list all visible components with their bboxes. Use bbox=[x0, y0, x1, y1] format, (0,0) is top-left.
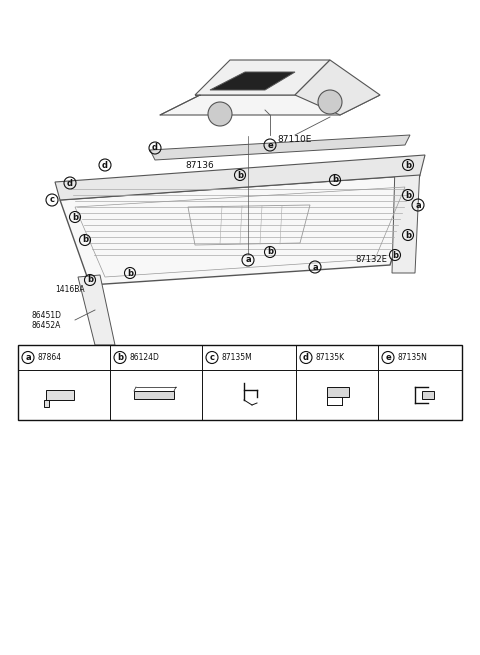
Circle shape bbox=[318, 90, 342, 114]
Text: a: a bbox=[312, 263, 318, 272]
Text: 86451D: 86451D bbox=[32, 310, 62, 320]
Polygon shape bbox=[295, 60, 380, 115]
Text: b: b bbox=[332, 176, 338, 185]
Polygon shape bbox=[55, 155, 425, 200]
Text: 87135M: 87135M bbox=[222, 353, 253, 362]
Polygon shape bbox=[78, 275, 115, 345]
Text: b: b bbox=[87, 276, 93, 284]
Text: b: b bbox=[405, 231, 411, 240]
Polygon shape bbox=[422, 391, 434, 399]
Text: 1416BA: 1416BA bbox=[55, 286, 84, 295]
Text: 87864: 87864 bbox=[38, 353, 62, 362]
Text: b: b bbox=[72, 212, 78, 221]
Text: b: b bbox=[267, 248, 273, 257]
Text: a: a bbox=[415, 200, 421, 210]
Text: a: a bbox=[245, 255, 251, 265]
Text: b: b bbox=[392, 250, 398, 259]
Text: b: b bbox=[82, 236, 88, 244]
Bar bbox=[18, 345, 462, 420]
Text: b: b bbox=[127, 269, 133, 278]
Text: d: d bbox=[152, 143, 158, 153]
Polygon shape bbox=[327, 387, 349, 397]
Text: d: d bbox=[67, 179, 73, 187]
Polygon shape bbox=[392, 165, 420, 273]
Text: 87110E: 87110E bbox=[278, 134, 312, 143]
Polygon shape bbox=[210, 72, 295, 90]
Polygon shape bbox=[134, 391, 174, 399]
Text: 87135N: 87135N bbox=[398, 353, 428, 362]
Text: b: b bbox=[405, 191, 411, 200]
Text: c: c bbox=[49, 195, 55, 204]
Text: 86124D: 86124D bbox=[130, 353, 160, 362]
Text: d: d bbox=[102, 160, 108, 170]
Text: a: a bbox=[25, 353, 31, 362]
Text: b: b bbox=[237, 170, 243, 179]
Text: 87132E: 87132E bbox=[355, 255, 387, 265]
Polygon shape bbox=[195, 60, 330, 95]
Text: b: b bbox=[117, 353, 123, 362]
Text: d: d bbox=[303, 353, 309, 362]
Circle shape bbox=[208, 102, 232, 126]
Polygon shape bbox=[44, 400, 49, 407]
Text: 87136: 87136 bbox=[185, 160, 214, 170]
Polygon shape bbox=[160, 95, 380, 115]
Text: 87135K: 87135K bbox=[316, 353, 345, 362]
Text: e: e bbox=[385, 353, 391, 362]
Text: c: c bbox=[209, 353, 215, 362]
Polygon shape bbox=[150, 135, 410, 160]
Text: e: e bbox=[267, 141, 273, 149]
Polygon shape bbox=[46, 390, 74, 400]
Text: b: b bbox=[405, 160, 411, 170]
Text: 86452A: 86452A bbox=[32, 320, 61, 329]
Polygon shape bbox=[60, 175, 420, 285]
